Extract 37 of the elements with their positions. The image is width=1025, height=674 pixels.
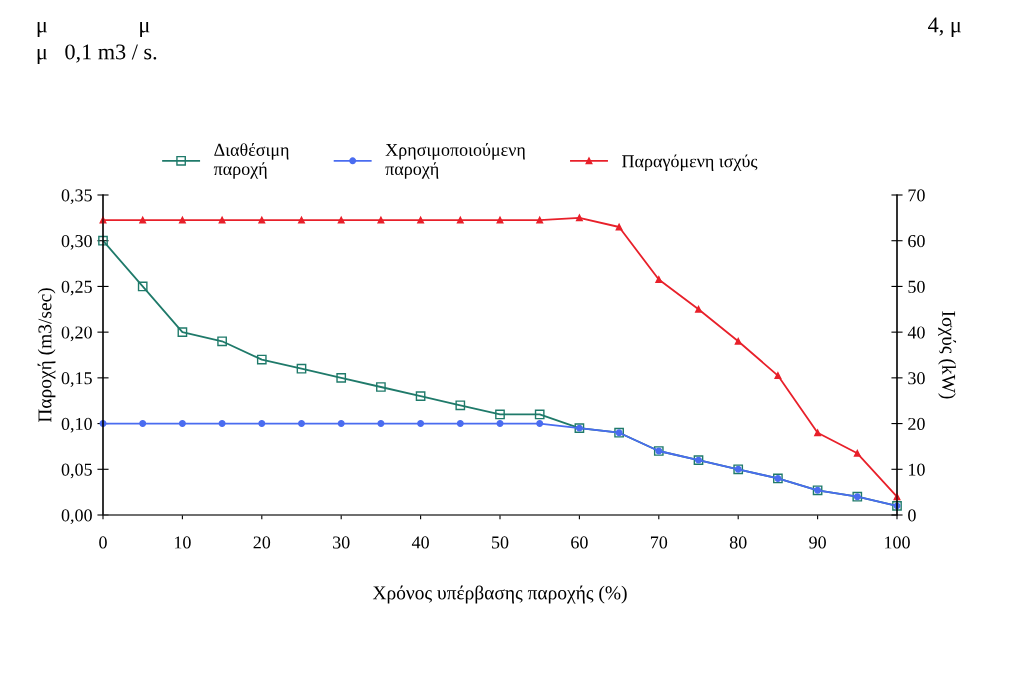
y2-tick-label: 10	[909, 463, 925, 476]
y2-tick-label: 50	[908, 280, 925, 293]
y2-tick-label: 20	[908, 417, 925, 431]
y2-tick-label: 60	[908, 234, 925, 248]
x-tick-label: 0	[99, 536, 107, 549]
legend-label: Χρησιμοποιούμενη παροχή	[385, 143, 525, 179]
x-tick-label: 10	[174, 536, 191, 549]
x-tick-label: 90	[809, 536, 826, 549]
y-tick-label: 0,20	[61, 326, 92, 342]
y2-tick-label: 0	[908, 509, 916, 522]
text: μ 0,1 m3 / s.	[37, 44, 157, 64]
y2-axis-title: Ισχύς (kW)	[938, 311, 957, 399]
legend-label: Διαθέσιμη παροχή	[213, 143, 289, 179]
y2-tick-label: 40	[907, 326, 925, 339]
y-tick-label: 0,25	[61, 280, 92, 296]
x-tick-label: 30	[333, 536, 350, 549]
text: μ	[37, 22, 47, 37]
x-tick-label: 70	[650, 536, 668, 549]
y-tick-label: 0,30	[61, 234, 92, 250]
y-tick-label: 0,15	[61, 372, 92, 387]
x-axis-title: Χρόνος υπέρβασης παροχής (%)	[372, 585, 627, 604]
y-tick-label: 0,00	[61, 509, 92, 525]
y-tick-label: 0,35	[61, 189, 92, 205]
x-tick-label: 100	[885, 536, 910, 549]
y-axis-title: Παροχή (m3/sec)	[37, 288, 56, 423]
x-tick-label: 80	[729, 536, 747, 549]
text: 4, μ	[928, 17, 961, 37]
x-tick-label: 20	[253, 536, 271, 549]
legend-label: Παραγόμενη ισχύς	[622, 154, 758, 172]
x-tick-label: 40	[411, 536, 429, 549]
text: μ	[140, 22, 150, 37]
x-tick-label: 50	[492, 536, 509, 549]
x-tick-label: 60	[571, 536, 588, 549]
y2-tick-label: 30	[908, 372, 925, 385]
y-tick-label: 0,10	[61, 417, 92, 433]
y-tick-label: 0,05	[61, 463, 92, 479]
y2-tick-label: 70	[908, 189, 925, 202]
